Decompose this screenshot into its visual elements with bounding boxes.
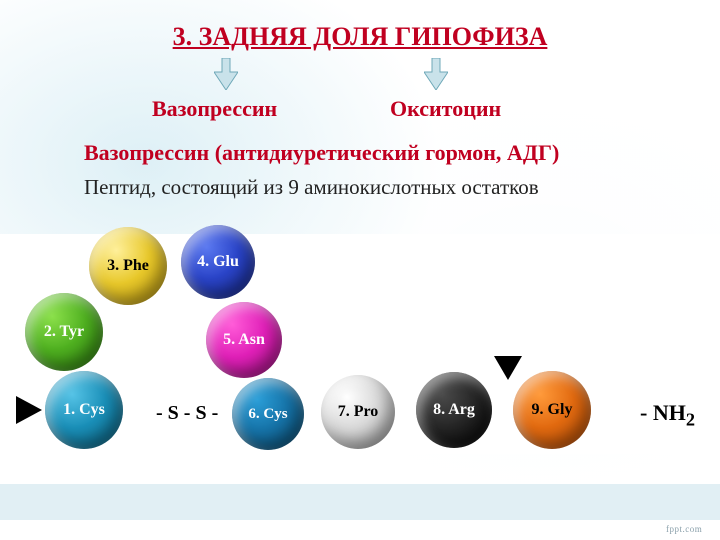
hormone-vasopressin: Вазопрессин bbox=[152, 96, 277, 122]
nh2-sub: 2 bbox=[686, 409, 695, 429]
amino-acid-4: 4. Glu bbox=[181, 225, 255, 299]
subtitle: Вазопрессин (антидиуретический гормон, А… bbox=[84, 140, 559, 166]
start-triangle-icon bbox=[16, 396, 42, 424]
amino-acid-label: 1. Cys bbox=[63, 401, 105, 419]
body-text: Пептид, состоящий из 9 аминокислотных ос… bbox=[84, 174, 642, 201]
amino-acid-8: 8. Arg bbox=[416, 372, 492, 448]
amino-acid-label: 3. Phe bbox=[107, 257, 149, 275]
amino-acid-label: 9. Gly bbox=[532, 401, 573, 419]
marker-triangle-icon bbox=[494, 356, 522, 380]
amino-acid-label: 8. Arg bbox=[433, 401, 475, 419]
amino-acid-2: 2. Tyr bbox=[25, 293, 103, 371]
arrow-down-icon bbox=[424, 58, 448, 90]
watermark: fppt.com bbox=[666, 524, 702, 534]
amino-acid-label: 5. Asn bbox=[223, 331, 265, 349]
nh2-prefix: - NH bbox=[640, 400, 686, 425]
amino-acid-3: 3. Phe bbox=[89, 227, 167, 305]
amino-acid-label: 2. Tyr bbox=[44, 323, 84, 341]
amino-acid-label: 7. Pro bbox=[338, 403, 379, 421]
amino-acid-label: 4. Glu bbox=[197, 253, 239, 271]
amino-acid-5: 5. Asn bbox=[206, 302, 282, 378]
amino-acid-label: 6. Cys bbox=[248, 406, 287, 423]
page-title: 3. ЗАДНЯЯ ДОЛЯ ГИПОФИЗА bbox=[0, 22, 720, 52]
amino-acid-7: 7. Pro bbox=[321, 375, 395, 449]
amino-acid-6: 6. Cys bbox=[232, 378, 304, 450]
arrow-down-left bbox=[214, 58, 238, 90]
amino-acid-9: 9. Gly bbox=[513, 371, 591, 449]
nh2-terminus-label: - NH2 bbox=[640, 400, 695, 430]
disulfide-bridge-label: - S - S - bbox=[156, 402, 218, 425]
arrow-down-right bbox=[424, 58, 448, 90]
amino-acid-1: 1. Cys bbox=[45, 371, 123, 449]
bottom-band bbox=[0, 484, 720, 520]
hormone-oxytocin: Окситоцин bbox=[390, 96, 501, 122]
arrow-down-icon bbox=[214, 58, 238, 90]
